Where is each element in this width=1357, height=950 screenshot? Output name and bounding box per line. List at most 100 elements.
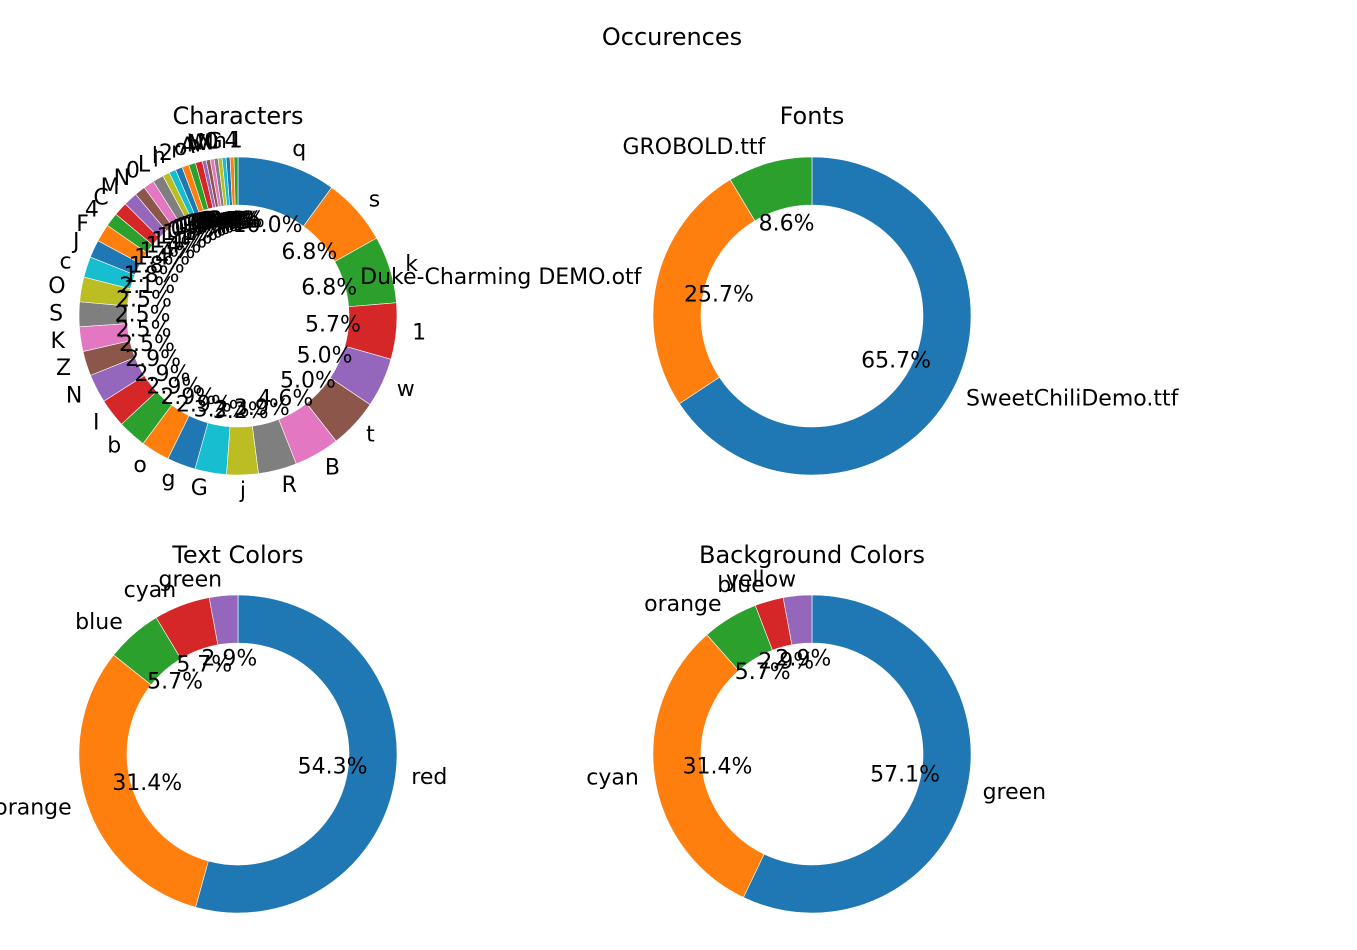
chart-title: Text Colors [171, 541, 303, 569]
slice-percent-label: 2.9% [125, 347, 181, 372]
slice-label: 1 [229, 129, 243, 154]
slice-percent-label: 0.7% [178, 213, 234, 238]
slice-percent-label: 0.4% [192, 210, 248, 235]
slice-label: G [191, 476, 208, 501]
slice-label: j [239, 478, 246, 503]
slice-percent-label: 3.9% [234, 396, 290, 421]
slice-label: N [197, 130, 213, 155]
slice-percent-labels: 57.1% 31.4% 5.7%2.9%2.9% [683, 646, 940, 787]
slice-percent-label: 2.5% [115, 302, 171, 327]
slice-percent-label: 2.9% [758, 650, 814, 675]
slice-label: b [107, 434, 121, 459]
slice-percent-label: 0.4% [199, 209, 255, 234]
donut-wedge [782, 594, 813, 646]
slice-percent-label: 1.4% [134, 246, 190, 271]
slice-percent-labels: 10.0%6.8%6.8%5.7%5.0%5.0%4.6%3.9%3.2%3.2… [115, 208, 361, 424]
slice-percent-label: 1.8% [129, 254, 185, 279]
slice-percent-label: 5.7% [735, 660, 791, 685]
slice-percent-label: 31.4% [683, 755, 753, 780]
slice-label: Duke-Charming DEMO.otf [360, 265, 643, 290]
slice-percent-label: 1.1% [162, 221, 218, 246]
donut-wedge [742, 594, 972, 914]
slice-label: yellow [726, 567, 796, 592]
chart-background-colors: Background Colors green cyan orangeblueyel… [586, 541, 1046, 914]
slice-label: C [93, 186, 108, 211]
slice-percent-label: 0.7% [167, 218, 223, 243]
slice-label: R [282, 473, 297, 498]
slice-percent-label: 2.9% [201, 646, 257, 671]
slice-label: GROBOLD.ttf [622, 135, 766, 160]
slice-percent-label: 5.0% [297, 344, 353, 369]
slice-percent-label: 25.7% [684, 282, 754, 307]
figure-title: Occurences [602, 23, 742, 51]
slice-label: 1 [412, 320, 426, 345]
chart-title: Background Colors [699, 541, 925, 569]
slice-percent-label: 3.2% [213, 399, 269, 424]
donut-wedge [652, 634, 765, 898]
slice-percent-label: 6.8% [301, 276, 357, 301]
slice-percent-label: 5.7% [147, 670, 203, 695]
slice-label: o [133, 453, 146, 478]
slice-percent-label: 0.7% [175, 215, 231, 240]
slice-label: green [159, 567, 223, 592]
slice-label: blue [75, 610, 123, 635]
slice-label: 0 [204, 130, 218, 155]
donut-wedge [678, 156, 972, 476]
slice-percent-label: 2.9% [135, 362, 191, 387]
slice-percent-label: 2.5% [116, 317, 172, 342]
slice-percent-label: 2.9% [160, 385, 216, 410]
slice-percent-label: 1.1% [151, 228, 207, 253]
slice-label: cyan [124, 578, 177, 603]
slice-label: F [76, 212, 89, 237]
slice-label: 4 [224, 129, 238, 154]
slice-percent-label: 2.9% [146, 375, 202, 400]
chart-fonts: Fonts SweetChiliDemo.ttf Duke-Charming DE… [360, 102, 1180, 476]
slice-label: N [66, 383, 82, 408]
slice-percent-label: 2.5% [116, 287, 172, 312]
slice-label: I [93, 410, 100, 435]
slice-percent-label: 2.9% [775, 646, 831, 671]
slice-percent-labels: 54.3% 31.4% 5.7%5.7%2.9% [112, 646, 367, 795]
slice-percent-label: 4.6% [257, 386, 313, 411]
slice-percent-label: 57.1% [870, 763, 940, 788]
donut-wedges [78, 594, 398, 914]
slice-labels: SweetChiliDemo.ttf Duke-Charming DEMO.otf… [360, 135, 1179, 411]
slice-label: Z [56, 356, 71, 381]
donut-wedge [78, 654, 209, 908]
slice-percent-label: 0.4% [194, 209, 250, 234]
slice-label: k [405, 252, 418, 277]
slice-label: orange [0, 796, 72, 821]
slice-percent-label: 1.8% [124, 263, 180, 288]
slice-label: i [153, 148, 159, 173]
slice-label: SweetChiliDemo.ttf [966, 386, 1180, 411]
slice-label: 2 [159, 141, 173, 166]
slice-percent-label: 0.4% [204, 208, 260, 233]
slice-label: V [190, 132, 205, 157]
slice-percent-label: 0.4% [202, 208, 258, 233]
slice-percent-label: 5.7% [305, 313, 361, 338]
slice-label: O [48, 274, 65, 299]
donut-wedges [652, 156, 972, 476]
slice-percent-label: 0.4% [209, 208, 265, 233]
slice-label: blue [717, 573, 765, 598]
donut-wedge [729, 156, 813, 222]
slice-label: 0 [126, 159, 140, 184]
slice-label: g [162, 467, 176, 492]
slice-label: n [213, 129, 227, 154]
slice-percent-label: 2.5% [119, 332, 175, 357]
slice-label: s [369, 187, 380, 212]
slice-label: A [180, 134, 195, 159]
slice-percent-label: 0.7% [182, 212, 238, 237]
slice-label: K [51, 329, 66, 354]
slice-label: G [206, 129, 223, 154]
slice-label: h [152, 144, 166, 169]
slice-percent-label: 0.7% [171, 217, 227, 242]
slice-label: h [187, 133, 201, 158]
slice-label: cyan [586, 766, 639, 791]
slice-percent-label: 1.4% [140, 239, 196, 264]
